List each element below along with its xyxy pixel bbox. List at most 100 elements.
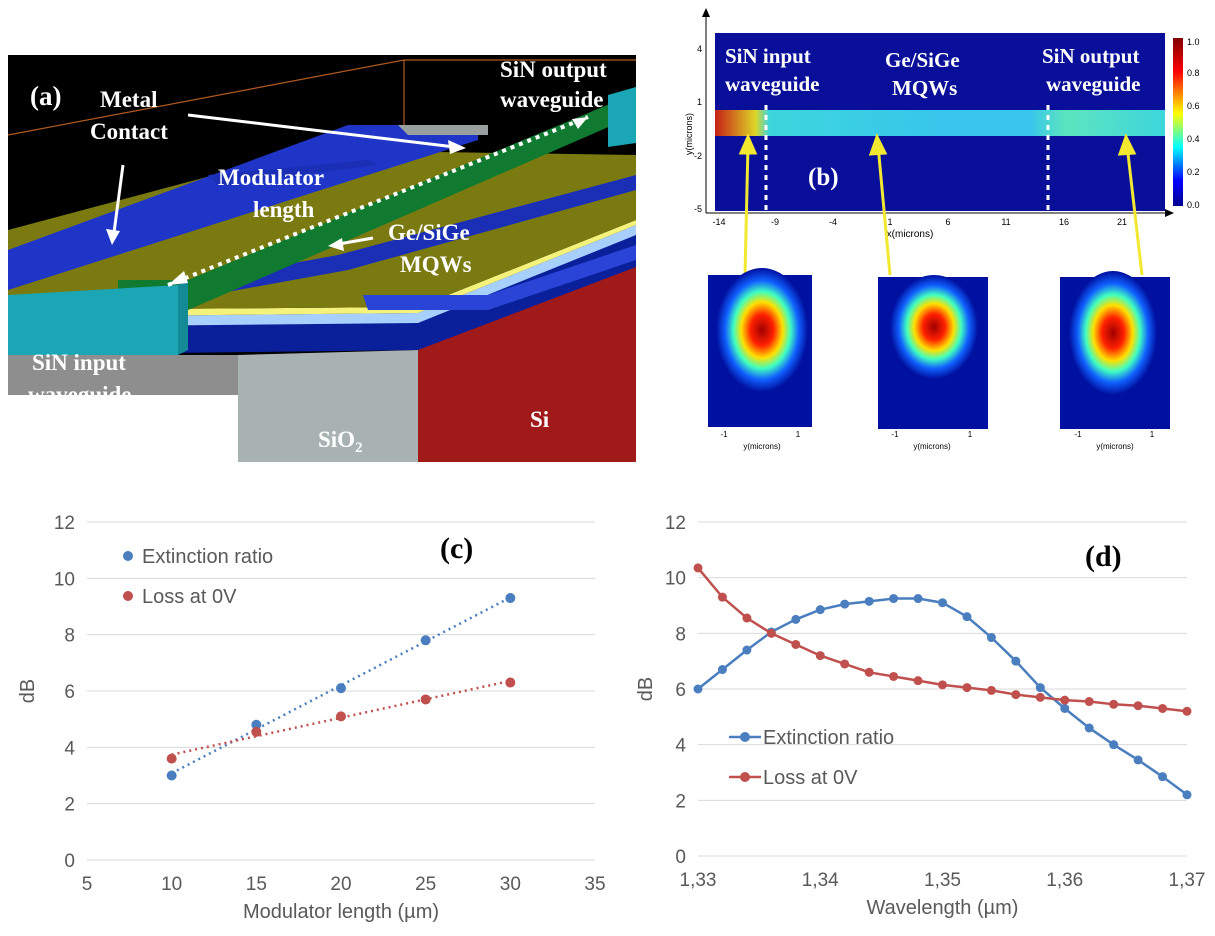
y-tick-label: 6 <box>675 680 686 701</box>
data-point <box>742 645 752 655</box>
x-tick-label: 25 <box>415 874 436 895</box>
mode-profile-input <box>708 268 812 427</box>
data-point <box>815 605 825 615</box>
mqw-label-2: MQWs <box>400 252 472 277</box>
svg-text:0.0: 0.0 <box>1187 200 1200 210</box>
data-point <box>693 563 703 573</box>
data-point <box>938 680 947 690</box>
chart-extinction-vs-length: 0 2 4 6 8 10 12 5 10 15 20 25 30 35 Modulator length (… <box>17 513 606 923</box>
mode-profile-mqw <box>878 275 988 429</box>
data-point <box>1109 699 1119 709</box>
data-point <box>791 614 801 624</box>
svg-text:16: 16 <box>1059 217 1069 227</box>
svg-text:21: 21 <box>1117 217 1127 227</box>
mode-tick: -1 <box>891 430 899 439</box>
data-point <box>1109 740 1119 750</box>
svg-text:-5: -5 <box>694 204 702 214</box>
data-point <box>1011 656 1021 666</box>
svg-text:1: 1 <box>887 217 892 227</box>
b-output-label-2: waveguide <box>1046 72 1141 96</box>
data-point <box>889 671 899 681</box>
y-tick-label: 4 <box>675 736 686 757</box>
data-point <box>251 719 262 730</box>
panel-label: (d) <box>1085 540 1122 573</box>
data-point <box>420 635 431 646</box>
legend-label: Loss at 0V <box>763 767 858 789</box>
data-point <box>962 683 972 693</box>
b-input-label-2: waveguide <box>725 72 820 96</box>
data-point <box>938 598 947 608</box>
colorbar-ticks: 1.0 0.8 0.6 0.4 0.2 0.0 <box>1187 37 1200 210</box>
data-point <box>505 593 516 604</box>
legend-marker <box>740 732 750 742</box>
svg-text:0.6: 0.6 <box>1187 101 1200 111</box>
modulator-length-label-1: Modulator <box>218 165 324 190</box>
data-point <box>1035 692 1045 702</box>
x-axis-label: Modulator length (µm) <box>243 901 439 923</box>
mode-tick: 1 <box>1150 430 1155 439</box>
legend-label: Loss at 0V <box>142 586 237 608</box>
y-tick-label: 12 <box>665 513 686 534</box>
legend-marker <box>123 551 133 561</box>
data-point <box>815 651 825 661</box>
y-tick-label: 0 <box>675 847 686 868</box>
y-tick-label: 8 <box>675 624 686 645</box>
legend-marker <box>123 591 133 601</box>
data-point <box>766 628 776 638</box>
y-axis-label: dB <box>635 677 657 701</box>
data-point <box>986 685 996 695</box>
data-point <box>1133 755 1143 765</box>
modulator-length-label-2: length <box>253 197 315 222</box>
mode-xlabel: y(microns) <box>743 442 781 451</box>
data-point <box>1060 703 1070 713</box>
data-point <box>336 683 346 694</box>
data-point <box>962 612 972 622</box>
svg-text:1: 1 <box>697 97 702 107</box>
y-tick-label: 0 <box>64 851 75 872</box>
x-tick-label: 30 <box>500 874 521 895</box>
y-tick-label: 10 <box>54 569 75 590</box>
device-schematic: (a) Metal Contact Modulator length Ge/Si… <box>8 55 636 462</box>
mqw-label-1: Ge/SiGe <box>388 220 470 245</box>
mode-tick: -1 <box>720 430 728 439</box>
mode-profile-output <box>1060 271 1170 429</box>
y-axis-label: dB <box>17 679 39 703</box>
b-mqw-label-1: Ge/SiGe <box>885 48 960 72</box>
y-tick-label: 2 <box>64 795 75 816</box>
mode-tick: 1 <box>796 430 801 439</box>
y-tick-label: 4 <box>64 738 75 759</box>
data-point <box>1084 723 1094 733</box>
field-x-ticks: -14 -9 -4 1 6 11 16 21 <box>712 217 1127 227</box>
data-point <box>913 594 923 604</box>
svg-text:0.8: 0.8 <box>1187 68 1200 78</box>
svg-text:-14: -14 <box>712 217 725 227</box>
data-point <box>693 684 703 694</box>
legend-marker <box>740 772 750 782</box>
series-line-1 <box>697 567 1188 713</box>
data-point <box>986 633 996 643</box>
data-point <box>1060 695 1070 705</box>
x-tick-label: 5 <box>82 874 93 895</box>
x-tick-label: 1,36 <box>1046 870 1083 891</box>
x-tick-label: 1,34 <box>802 870 839 891</box>
y-tick-label: 6 <box>64 682 75 703</box>
svg-text:1.0: 1.0 <box>1187 37 1200 47</box>
mode-tick: 1 <box>968 430 973 439</box>
metal-contact-label-2: Contact <box>90 119 168 144</box>
panel-b-label: (b) <box>808 164 839 191</box>
data-point <box>1035 683 1045 693</box>
sio2-label: SiO2 <box>318 427 363 456</box>
y-tick-label: 10 <box>665 569 686 590</box>
x-tick-label: 1,37 <box>1169 870 1206 891</box>
svg-text:-9: -9 <box>771 217 779 227</box>
svg-text:6: 6 <box>945 217 950 227</box>
data-point <box>742 613 752 623</box>
field-y-label: y(microns) <box>684 113 694 155</box>
data-point <box>717 665 727 675</box>
sin-output-label-1: SiN output <box>500 57 607 82</box>
trendline-1 <box>171 679 511 756</box>
field-x-label: x(microns) <box>887 229 934 240</box>
b-mqw-label-2: MQWs <box>892 76 957 100</box>
data-point <box>791 639 801 649</box>
data-point <box>717 592 727 602</box>
